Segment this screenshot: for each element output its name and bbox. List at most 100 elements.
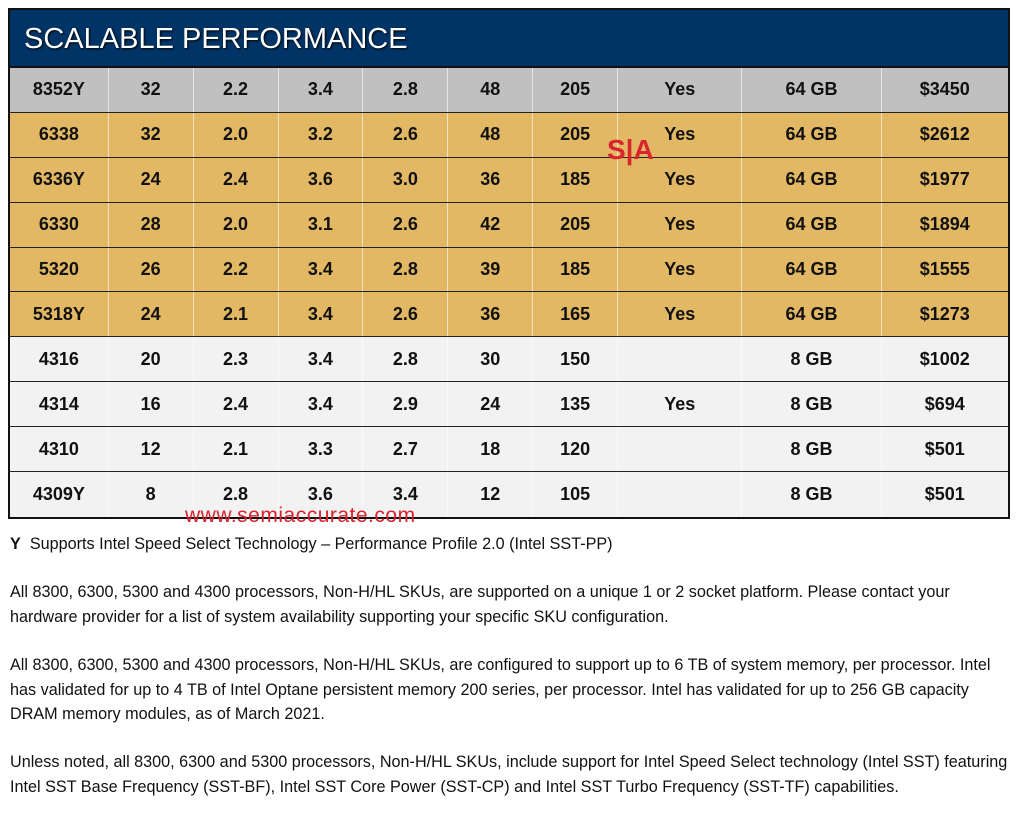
cell-cache: 48	[448, 112, 534, 157]
table-row: 6336Y 24 2.4 3.6 3.0 36 185 Yes 64 GB $1977	[10, 157, 1008, 203]
cell-price: $1555	[919, 259, 970, 279]
footnote: Y Supports Intel Speed Select Technology…	[10, 532, 1010, 557]
cell-sst-pp: Yes	[618, 292, 743, 337]
cell-memory: 64 GB	[742, 202, 882, 247]
cell-turbo-freq: 3.6	[279, 472, 364, 517]
cell-sku: 5318Y	[10, 292, 109, 337]
cell-all-core-turbo: 2.6	[363, 202, 449, 247]
cell-cores: 24	[109, 157, 194, 202]
cell-sst-pp: Yes	[618, 68, 743, 112]
table-row: 5320 26 2.2 3.4 2.8 39 185 Yes 64 GB $1555	[10, 247, 1008, 293]
cell-cores: 32	[109, 112, 194, 157]
sku-table: SCALABLE PERFORMANCE 8352Y 32 2.2 3.4 2.8 48 2…	[8, 8, 1010, 519]
watermark-url: www.semiaccurate.com	[185, 504, 416, 527]
cell-base-freq: 2.8	[194, 472, 279, 517]
semiaccurate-logo-watermark: S|A	[607, 134, 654, 165]
cell-sst-pp	[618, 337, 743, 382]
cell-price: $1002	[919, 348, 970, 369]
cell-price: $2612	[919, 124, 970, 145]
table-row: 5318Y 24 2.1 3.4 2.6 36 165 Yes 64 GB $1273	[10, 292, 1008, 338]
cell-tdp: 205	[533, 112, 619, 157]
cell-cache: 42	[448, 202, 534, 247]
cell-memory: 64 GB	[742, 68, 882, 112]
cell-sku: 8352Y	[10, 68, 109, 112]
cell-cache: 36	[448, 292, 534, 337]
cell-all-core-turbo: 2.9	[363, 382, 449, 427]
paragraph-platform: All 8300, 6300, 5300 and 4300 processors…	[10, 583, 950, 626]
cell-cores: 12	[109, 427, 194, 472]
cell-base-freq: 2.0	[194, 112, 279, 157]
table-row: 4314 16 2.4 3.4 2.9 24 135 Yes 8 GB $694	[10, 382, 1008, 428]
cell-cache: 18	[448, 427, 534, 472]
cell-all-core-turbo: 2.7	[363, 427, 449, 472]
table-row: 4309Y 8 2.8 3.6 3.4 12 105 8 GB $501	[10, 472, 1008, 517]
cell-turbo-freq: 3.4	[279, 382, 364, 427]
paragraph-memory: All 8300, 6300, 5300 and 4300 processors…	[10, 656, 991, 723]
table-row: 4316 20 2.3 3.4 2.8 30 150 8 GB $1002	[10, 337, 1008, 383]
cell-price: $1977	[919, 169, 970, 190]
cell-sst-pp: Yes	[618, 382, 743, 427]
cell-sst-pp	[618, 427, 743, 472]
cell-memory: 8 GB	[742, 337, 882, 382]
cell-price: $1894	[919, 214, 970, 235]
cell-turbo-freq: 3.2	[279, 112, 364, 157]
cell-price: $3450	[919, 79, 970, 100]
footnote-key: Y	[10, 535, 21, 553]
cell-cache: 48	[448, 68, 534, 112]
cell-tdp: 135	[533, 382, 619, 427]
cell-sst-pp: Yes	[618, 157, 743, 202]
cell-sst-pp: Yes	[618, 202, 743, 247]
cell-sku: 4310	[10, 427, 109, 472]
paragraph-sst: Unless noted, all 8300, 6300 and 5300 pr…	[10, 753, 1008, 796]
cell-sst-pp: Yes	[618, 112, 743, 157]
cell-memory: 8 GB	[742, 472, 882, 517]
cell-tdp: 185	[533, 157, 619, 202]
cell-all-core-turbo: 2.8	[363, 247, 449, 292]
cell-turbo-freq: 3.4	[279, 292, 364, 337]
cell-all-core-turbo: 2.8	[363, 68, 449, 112]
cell-all-core-turbo: 2.8	[363, 337, 449, 382]
cell-memory: 64 GB	[742, 247, 882, 292]
cell-memory: 8 GB	[742, 427, 882, 472]
table-row: 4310 12 2.1 3.3 2.7 18 120 8 GB $501	[10, 427, 1008, 473]
cell-cache: 30	[448, 337, 534, 382]
cell-cache: 39	[448, 247, 534, 292]
cell-turbo-freq: 3.6	[279, 157, 364, 202]
cell-cores: 20	[109, 337, 194, 382]
cell-all-core-turbo: 3.4	[363, 472, 449, 517]
cell-base-freq: 2.1	[194, 427, 279, 472]
footnote-text: Supports Intel Speed Select Technology –…	[29, 535, 613, 553]
cell-sku: 6336Y	[10, 157, 109, 202]
cell-memory: 64 GB	[742, 292, 882, 337]
cell-base-freq: 2.0	[194, 202, 279, 247]
table-row: 6330 28 2.0 3.1 2.6 42 205 Yes 64 GB $1894	[10, 202, 1008, 248]
table-row: 6338 32 2.0 3.2 2.6 48 205 Yes 64 GB $2612	[10, 112, 1008, 158]
cell-tdp: 120	[533, 427, 619, 472]
cell-memory: 64 GB	[742, 157, 882, 202]
table-title: SCALABLE PERFORMANCE	[10, 10, 1008, 68]
cell-tdp: 185	[533, 247, 619, 292]
cell-memory: 64 GB	[742, 112, 882, 157]
cell-sku: 4309Y	[10, 472, 109, 517]
cell-price: $694	[924, 393, 965, 414]
cell-base-freq: 2.4	[194, 382, 279, 427]
cell-base-freq: 2.3	[194, 337, 279, 382]
cell-sku: 4316	[10, 337, 109, 382]
cell-sst-pp	[618, 472, 743, 517]
cell-cache: 36	[448, 157, 534, 202]
cell-tdp: 165	[533, 292, 619, 337]
cell-cache: 12	[448, 472, 534, 517]
cell-sku: 6330	[10, 202, 109, 247]
cell-base-freq: 2.2	[194, 247, 279, 292]
cell-price: $1273	[919, 303, 970, 324]
cell-all-core-turbo: 3.0	[363, 157, 449, 202]
cell-cache: 24	[448, 382, 534, 427]
cell-sku: 4314	[10, 382, 109, 427]
cell-cores: 32	[109, 68, 194, 112]
cell-turbo-freq: 3.4	[279, 337, 364, 382]
cell-cores: 24	[109, 292, 194, 337]
cell-tdp: 205	[533, 68, 619, 112]
cell-price: $501	[924, 438, 965, 459]
cell-base-freq: 2.1	[194, 292, 279, 337]
cell-sku: 5320	[10, 247, 109, 292]
